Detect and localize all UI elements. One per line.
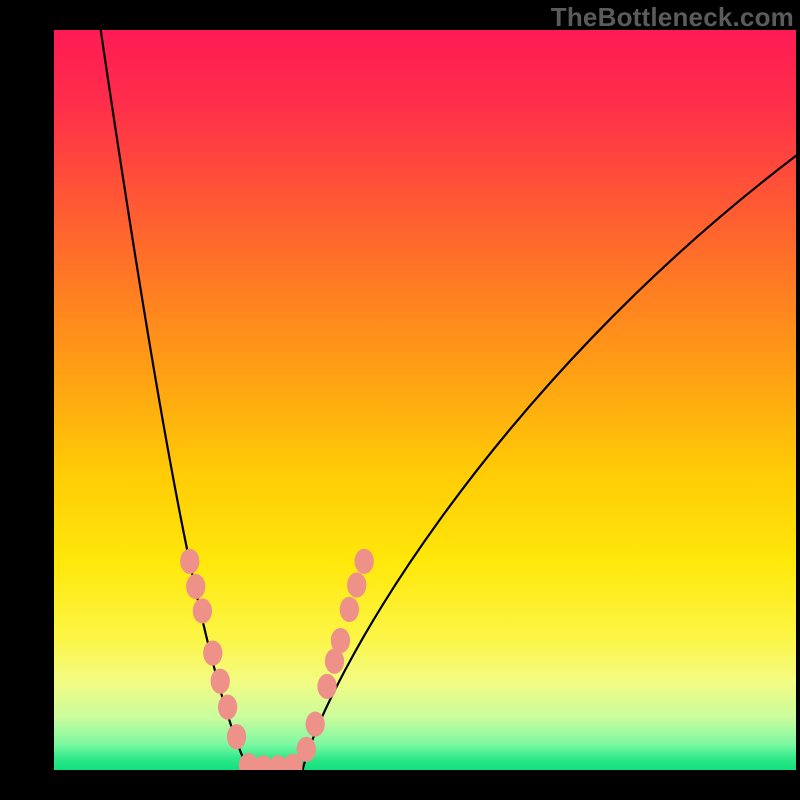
gradient-background: [54, 30, 796, 770]
curve-marker: [180, 549, 199, 574]
curve-marker: [186, 574, 205, 599]
curve-marker: [347, 572, 366, 597]
curve-marker: [297, 737, 316, 762]
curve-marker: [283, 754, 302, 770]
curve-marker: [218, 695, 237, 720]
curve-marker: [203, 641, 222, 666]
chart-container: TheBottleneck.com: [0, 0, 800, 800]
curve-marker: [331, 628, 350, 653]
curve-marker: [193, 598, 212, 623]
curve-marker: [325, 649, 344, 674]
curve-marker: [317, 674, 336, 699]
curve-marker: [227, 724, 246, 749]
curve-marker: [254, 755, 273, 770]
curve-markers: [54, 30, 796, 770]
plot-area: [54, 30, 796, 770]
curve-marker: [355, 549, 374, 574]
curve-marker: [211, 669, 230, 694]
curve-marker: [239, 753, 258, 770]
curve-marker: [306, 712, 325, 737]
v-curve: [54, 30, 796, 770]
curve-marker: [268, 755, 287, 770]
curve-marker: [340, 597, 359, 622]
watermark-text: TheBottleneck.com: [551, 2, 794, 33]
